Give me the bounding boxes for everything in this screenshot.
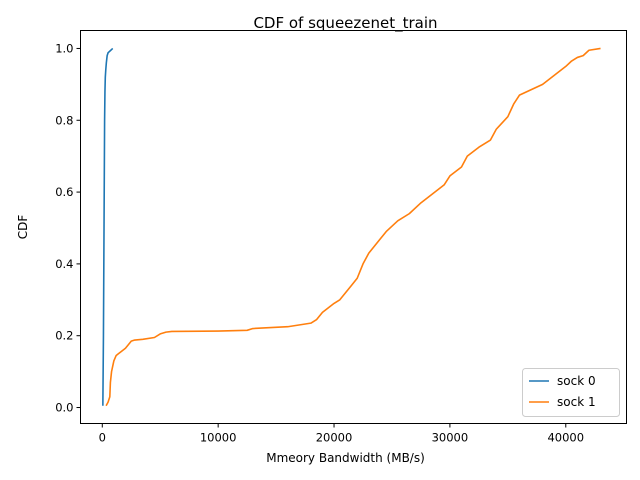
y-axis-label: CDF bbox=[16, 215, 30, 240]
axes-frame bbox=[80, 30, 627, 424]
y-tick-label: 0.6 bbox=[55, 185, 73, 199]
y-tick-label: 0.0 bbox=[55, 401, 73, 415]
x-tick-label: 40000 bbox=[547, 431, 584, 445]
y-axis: 0.0 0.2 0.4 0.6 0.8 1.0 bbox=[55, 41, 81, 415]
series-line-sock-0 bbox=[102, 47, 114, 406]
legend-label-sock-0: sock 0 bbox=[557, 374, 596, 388]
legend: sock 0 sock 1 bbox=[522, 368, 620, 417]
y-tick-label: 0.8 bbox=[55, 113, 73, 127]
series-line-sock-1 bbox=[105, 47, 601, 407]
x-tick-label: 30000 bbox=[432, 431, 469, 445]
x-axis: 0 10000 20000 30000 40000 bbox=[99, 423, 584, 445]
plot-area bbox=[102, 47, 601, 407]
x-tick-label: 10000 bbox=[200, 431, 237, 445]
x-tick-label: 0 bbox=[99, 431, 106, 445]
x-axis-label: Mmeory Bandwidth (MB/s) bbox=[266, 451, 425, 465]
chart-title: CDF of squeezenet_train bbox=[253, 14, 437, 33]
y-tick-label: 1.0 bbox=[55, 41, 73, 55]
legend-label-sock-1: sock 1 bbox=[557, 395, 596, 409]
y-tick-label: 0.4 bbox=[55, 257, 73, 271]
x-tick-label: 20000 bbox=[316, 431, 353, 445]
y-tick-label: 0.2 bbox=[55, 329, 73, 343]
